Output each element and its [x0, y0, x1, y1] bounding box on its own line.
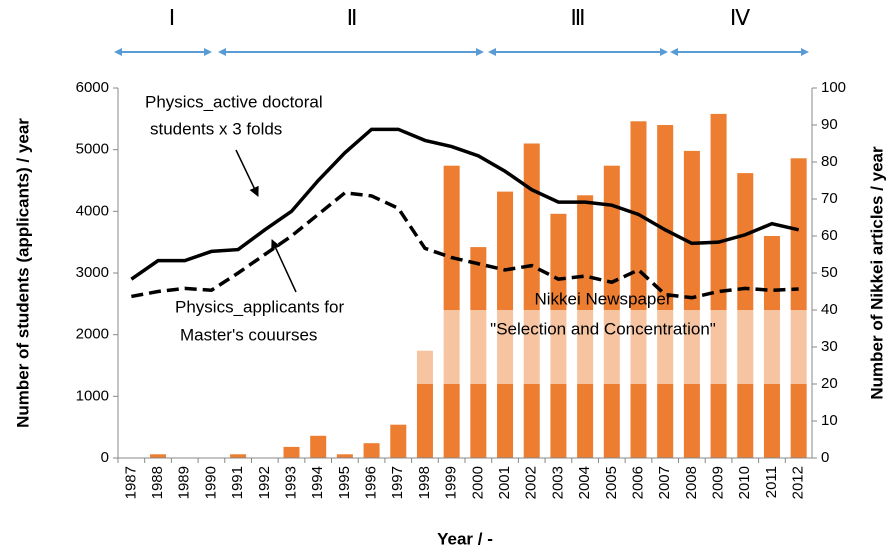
y-tick-label: 2000	[76, 326, 109, 343]
y-tick-label: 3000	[76, 264, 109, 281]
x-tick-label: 2010	[736, 466, 753, 499]
x-tick-label: 1996	[363, 466, 380, 499]
annotation: students x 3 folds	[150, 119, 282, 138]
x-tick-label: 1989	[176, 466, 193, 499]
bar	[336, 454, 353, 458]
bar	[283, 446, 300, 458]
y2-tick-label: 80	[821, 153, 838, 170]
annotation: "Selection and Concentration"	[490, 319, 716, 338]
bar	[710, 113, 727, 459]
x-tick-label: 1990	[202, 466, 219, 499]
y2-tick-label: 10	[821, 412, 838, 429]
y2-tick-label: 50	[821, 264, 838, 281]
line	[130, 127, 800, 281]
x-tick-label: 2009	[710, 466, 727, 499]
annotation: Nikkei Newspaper	[535, 289, 672, 308]
x-tick-label: 1992	[256, 466, 273, 499]
y-axis-title: Number of students (applicants) / year	[13, 118, 32, 428]
x-tick-label: 1988	[149, 466, 166, 499]
bar	[363, 443, 380, 458]
y-tick-label: 1000	[76, 387, 109, 404]
x-tick-label: 1999	[443, 466, 460, 499]
y2-tick-label: 90	[821, 116, 838, 133]
line	[131, 191, 799, 300]
x-tick-label: 2005	[603, 466, 620, 499]
x-tick-label: 2001	[496, 466, 513, 499]
x-tick-label: 2004	[576, 466, 593, 499]
bar	[150, 454, 167, 458]
y2-tick-label: 100	[821, 79, 846, 96]
x-tick-label: 2006	[629, 466, 646, 499]
bar	[790, 158, 807, 459]
period-label: Ⅳ	[730, 5, 751, 30]
annotation-arrow	[235, 149, 259, 197]
y-tick-label: 5000	[76, 141, 109, 158]
y2-tick-label: 0	[821, 449, 829, 466]
bar	[390, 424, 407, 458]
label-band	[411, 310, 812, 384]
y-tick-label: 6000	[76, 79, 109, 96]
y2-axis-title: Number of Nikkei articles / year	[867, 146, 886, 400]
y-tick-label: 0	[101, 449, 109, 466]
x-tick-label: 2003	[549, 466, 566, 499]
y-tick-label: 4000	[76, 202, 109, 219]
period-label: Ⅲ	[570, 5, 585, 30]
x-tick-label: 1993	[282, 466, 299, 499]
period-label: Ⅱ	[347, 5, 358, 30]
x-tick-label: 2002	[523, 466, 540, 499]
period-label: Ⅰ	[169, 5, 176, 30]
y2-tick-label: 70	[821, 190, 838, 207]
x-tick-label: 2007	[656, 466, 673, 499]
x-tick-label: 2008	[683, 466, 700, 499]
x-tick-label: 1997	[389, 466, 406, 499]
annotation-arrow	[271, 239, 297, 293]
x-axis-title: Year / -	[437, 529, 493, 548]
bar	[230, 454, 247, 458]
bar	[683, 150, 700, 458]
annotation: Physics_applicants for	[175, 297, 344, 316]
x-tick-label: 2011	[763, 466, 780, 498]
bar	[310, 435, 327, 458]
x-tick-label: 1995	[336, 466, 353, 499]
x-tick-label: 2012	[790, 466, 807, 499]
x-tick-label: 1991	[229, 466, 246, 499]
x-tick-label: 1987	[122, 466, 139, 499]
annotation: Physics_active doctoral	[145, 92, 323, 111]
y2-tick-label: 30	[821, 338, 838, 355]
x-tick-label: 1994	[309, 466, 326, 499]
x-tick-label: 1998	[416, 466, 433, 499]
x-tick-label: 2000	[469, 466, 486, 499]
y2-tick-label: 60	[821, 227, 838, 244]
y2-tick-label: 20	[821, 375, 838, 392]
annotation: Master's couurses	[180, 325, 317, 344]
y2-tick-label: 40	[821, 301, 838, 318]
